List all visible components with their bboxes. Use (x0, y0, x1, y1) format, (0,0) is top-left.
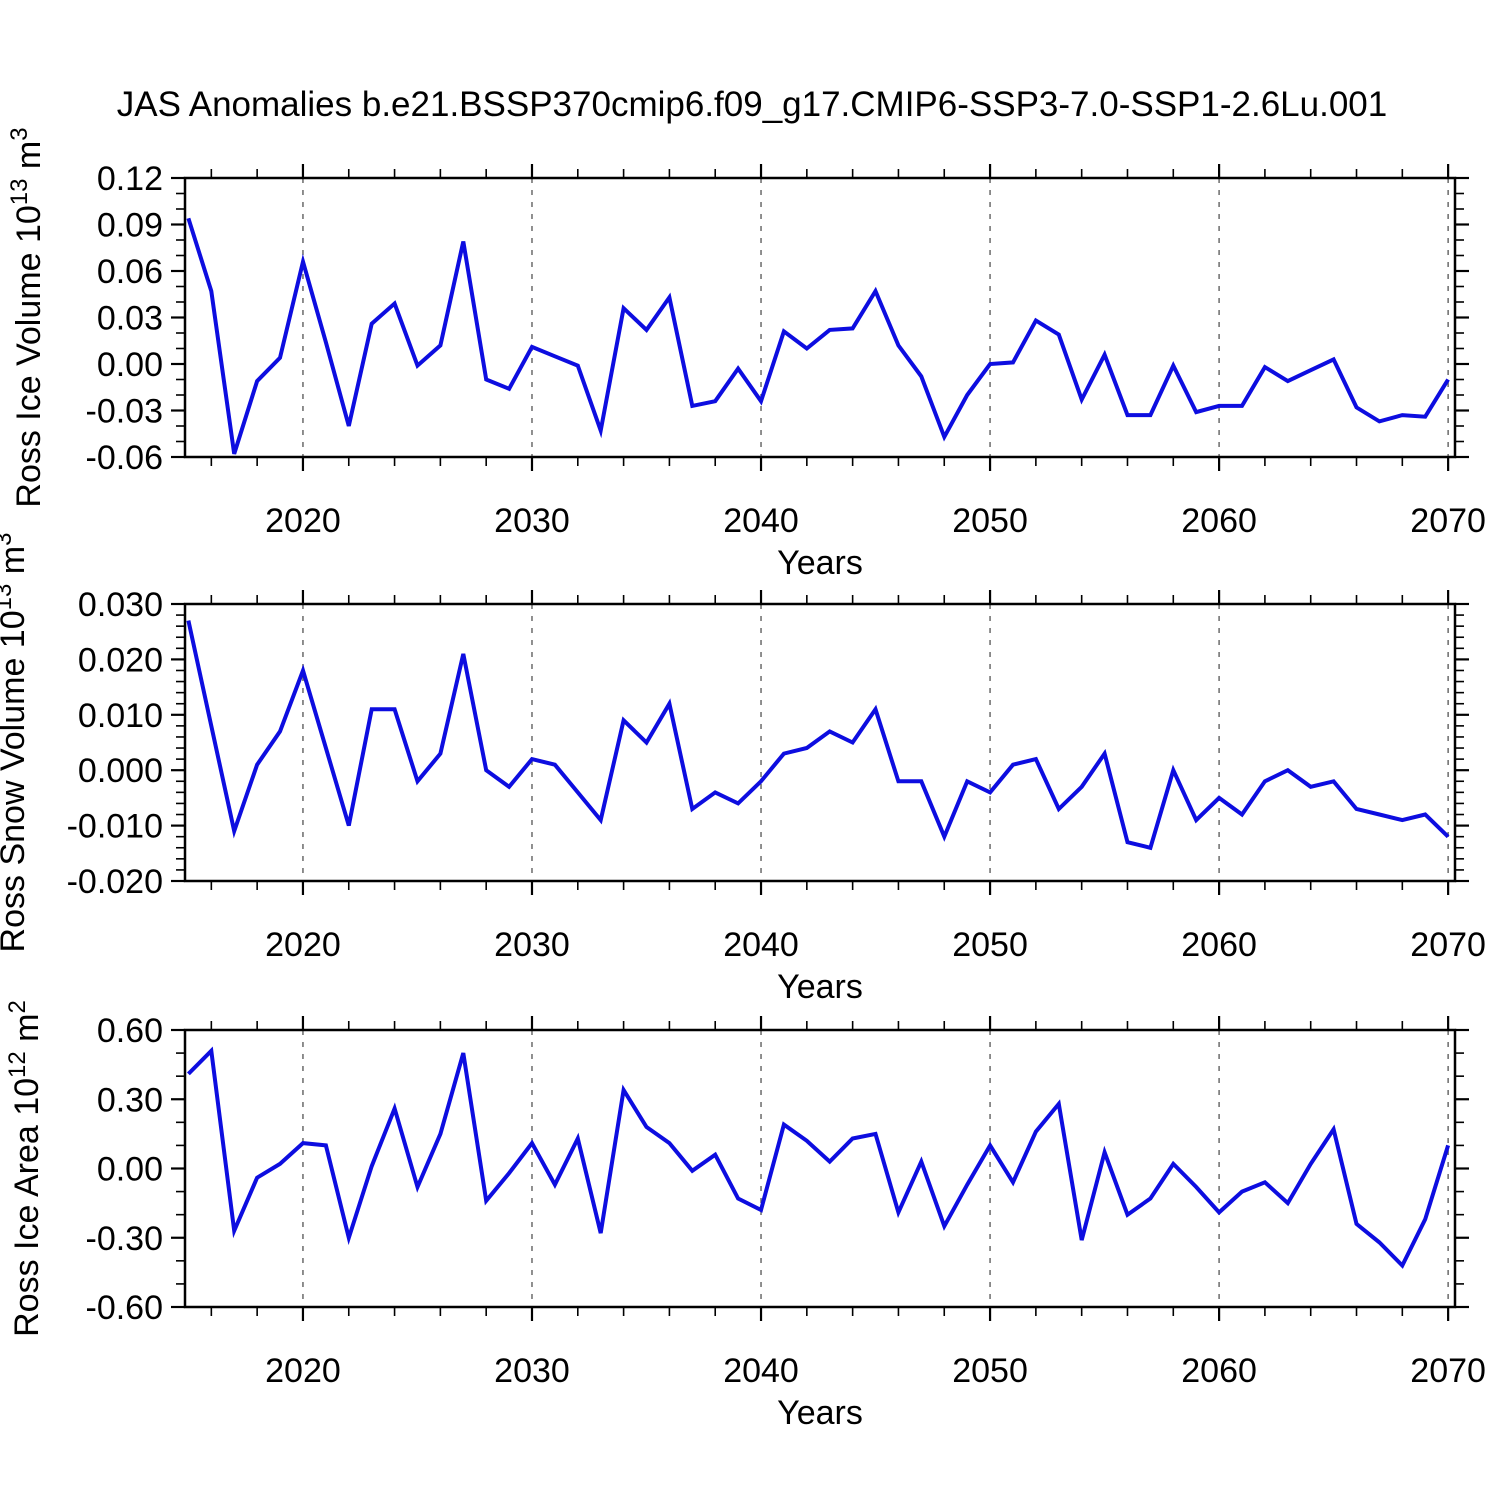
x-tick-label: 2020 (265, 502, 341, 540)
panel-frame (183, 176, 1457, 459)
x-tick-label: 2060 (1181, 502, 1257, 540)
panel-frame (183, 1028, 1457, 1309)
panel-ross-ice-volume: 2020 2030 2040 2050 2060 2070 -0.06 -0.03 0.00 0.… (6, 127, 1486, 582)
x-tick-label: 2070 (1410, 926, 1486, 964)
x-tick-label: 2040 (723, 502, 799, 540)
y-tick-label: 0.03 (97, 300, 163, 338)
y-tick-label: -0.010 (67, 808, 163, 846)
x-tick-label: 2050 (952, 502, 1028, 540)
y-tick-label: 0.60 (97, 1012, 163, 1050)
y-tick-label: 0.00 (97, 1151, 163, 1189)
panel-ross-snow-volume: 2020 2030 2040 2050 2060 2070 -0.020 -0.010 0.00… (0, 533, 1486, 1006)
y-tick-label: 0.12 (97, 160, 163, 198)
y-tick-label: 0.06 (97, 253, 163, 291)
y-axis-label: Ross Ice Area 1012 m2 (4, 1000, 46, 1337)
y-tick-label: 0.00 (97, 346, 163, 384)
panel-frame (183, 602, 1457, 883)
x-axis-label: Years (777, 968, 863, 1006)
x-tick-label: 2030 (494, 502, 570, 540)
y-tick-label: 0.30 (97, 1081, 163, 1119)
y-tick-label: -0.30 (86, 1220, 164, 1258)
x-tick-label: 2020 (265, 1352, 341, 1390)
x-tick-label: 2050 (952, 1352, 1028, 1390)
panel-ross-ice-area: 2020 2030 2040 2050 2060 2070 -0.60 -0.30 0.00 0.… (4, 1000, 1486, 1432)
y-tick-label: -0.020 (67, 863, 163, 901)
y-tick-label: 0.010 (78, 697, 163, 735)
y-axis-label-group: Ross Ice Volume 1013 m3 (6, 127, 48, 507)
x-tick-label: 2070 (1410, 502, 1486, 540)
y-tick-label: -0.60 (86, 1289, 164, 1327)
y-axis-label: Ross Ice Volume 1013 m3 (6, 127, 48, 507)
ross-ice-volume-line (186, 217, 1450, 455)
x-axis-label: Years (777, 1394, 863, 1432)
x-tick-label: 2040 (723, 926, 799, 964)
y-axis-label-group: Ross Ice Area 1012 m2 (4, 1000, 46, 1337)
y-tick-label: 0.000 (78, 752, 163, 790)
x-tick-label: 2060 (1181, 926, 1257, 964)
ross-ice-area-line (186, 1046, 1451, 1269)
x-tick-label: 2040 (723, 1352, 799, 1390)
x-tick-label: 2070 (1410, 1352, 1486, 1390)
y-tick-label: 0.09 (97, 207, 163, 245)
y-axis-label-group: Ross Snow Volume 1013 m3 (0, 533, 32, 953)
y-tick-label: 0.030 (78, 586, 163, 624)
x-axis-label: Years (777, 544, 863, 582)
ross-snow-volume-line (186, 620, 1450, 851)
y-tick-label: -0.03 (86, 393, 164, 431)
y-tick-label: -0.06 (86, 439, 164, 477)
x-tick-label: 2020 (265, 926, 341, 964)
x-tick-label: 2030 (494, 1352, 570, 1390)
x-tick-label: 2030 (494, 926, 570, 964)
x-tick-label: 2050 (952, 926, 1028, 964)
x-tick-label: 2060 (1181, 1352, 1257, 1390)
y-tick-label: 0.020 (78, 641, 163, 679)
figure-title: JAS Anomalies b.e21.BSSP370cmip6.f09_g17… (116, 85, 1388, 124)
y-axis-label: Ross Snow Volume 1013 m3 (0, 533, 32, 953)
